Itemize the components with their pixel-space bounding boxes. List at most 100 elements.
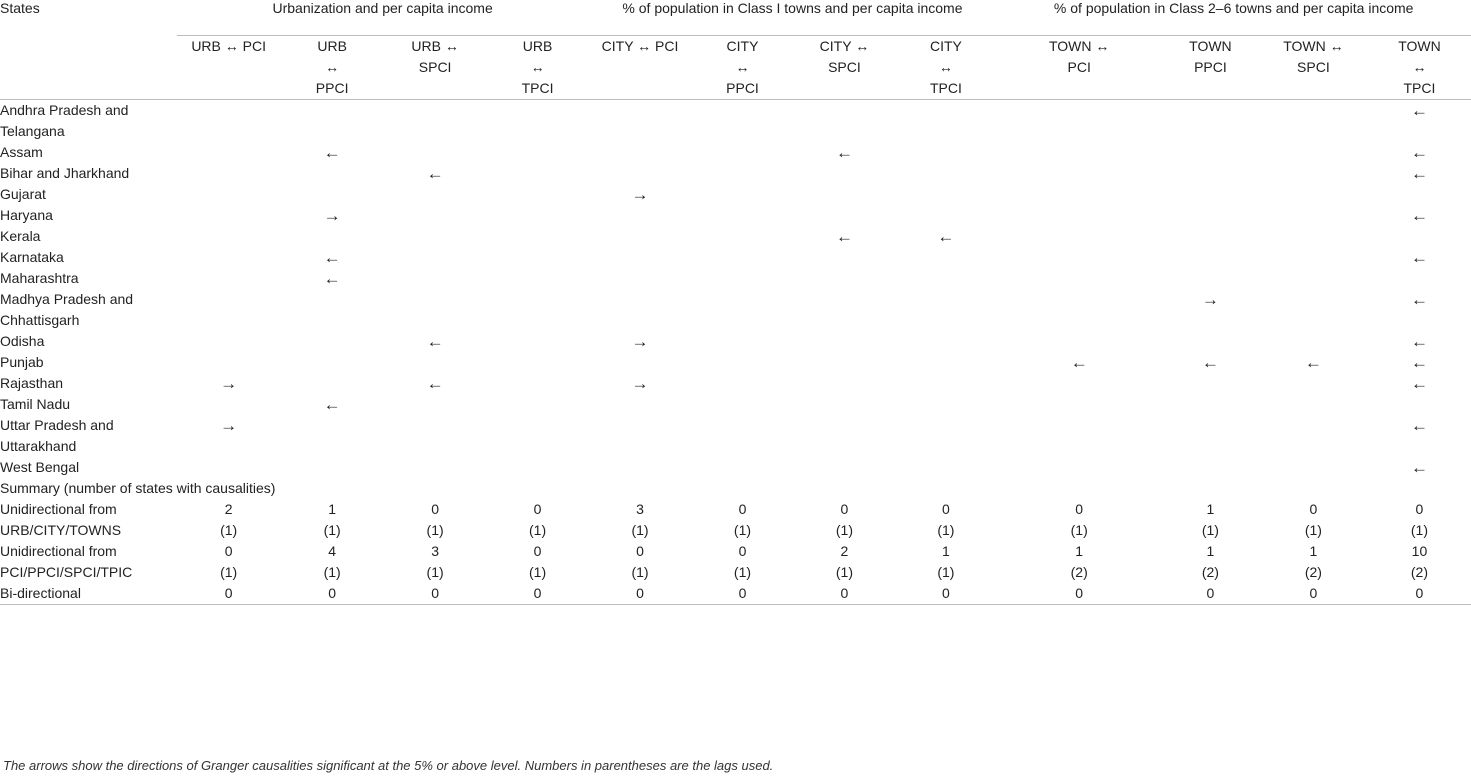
causality-arrow-cell <box>996 205 1162 226</box>
causality-arrow-cell <box>793 457 895 478</box>
causality-arrow-cell <box>177 184 281 205</box>
causality-arrow-cell <box>487 415 589 457</box>
state-name-line: Uttar Pradesh and <box>0 417 114 433</box>
causality-arrow-cell <box>895 247 996 268</box>
group-title-urbanization: Urbanization and per capita income <box>176 0 589 36</box>
causality-arrow-cell <box>1162 163 1259 184</box>
causality-arrow-cell <box>487 100 589 143</box>
column-header-line: CITY ↔ <box>819 38 870 54</box>
causality-arrow-cell <box>895 457 996 478</box>
causality-arrow-cell <box>895 373 996 394</box>
summary-count-cell: 0 (1) <box>692 499 794 541</box>
causality-arrow-cell: ← <box>1304 353 1322 372</box>
summary-count-cell: 1 (1) <box>895 541 996 583</box>
column-header: CITY ↔ SPCI <box>793 36 895 100</box>
causality-arrow-cell <box>793 184 895 205</box>
state-name-line: Haryana <box>0 207 53 223</box>
summary-count-cell: 3 (1) <box>589 499 692 541</box>
state-name: Odisha <box>0 331 177 352</box>
table-row: Andhra Pradesh and Telangana ← <box>0 100 1471 143</box>
column-header: URB ↔ PCI <box>177 36 281 100</box>
causality-arrow-cell <box>996 142 1162 163</box>
causality-arrow-cell <box>1259 415 1368 457</box>
state-count: 1 <box>1075 543 1084 559</box>
lag-value: (2) <box>1304 564 1322 580</box>
causality-arrow-cell <box>1368 226 1471 247</box>
column-header-line: TOWN ↔ <box>1283 38 1344 54</box>
causality-arrow-cell <box>996 331 1162 352</box>
column-header: CITY ↔ TPCI <box>895 36 996 100</box>
table-row: Assam ← ← ← <box>0 142 1471 163</box>
summary-count-cell: 0 (1) <box>487 541 589 583</box>
state-name: Punjab <box>0 352 177 373</box>
causality-arrow-cell <box>1368 394 1471 415</box>
causality-arrow-cell <box>384 415 487 457</box>
causality-arrow-cell <box>895 289 996 331</box>
causality-arrow-cell <box>487 205 589 226</box>
causality-arrow-cell: ← <box>1410 164 1428 183</box>
state-name: Tamil Nadu <box>0 394 177 415</box>
causality-arrow-cell <box>487 289 589 331</box>
causality-arrow-cell <box>384 289 487 331</box>
causality-arrow-cell <box>487 331 589 352</box>
summary-count-cell: 0 <box>487 583 589 605</box>
causality-arrow-cell: ← <box>323 248 341 267</box>
causality-arrow-cell <box>487 142 589 163</box>
causality-arrow-cell: ← <box>937 227 955 246</box>
summary-count-cell: 0 <box>793 583 895 605</box>
column-header-line: ↔ <box>325 59 340 75</box>
summary-label: Summary (number of states with causaliti… <box>0 480 276 496</box>
causality-arrow-cell <box>487 268 589 289</box>
state-name: Gujarat <box>0 184 177 205</box>
summary-count-cell: 0 <box>1162 583 1259 605</box>
summary-row-label: Bi-directional <box>0 583 177 605</box>
state-count: 0 <box>840 585 849 601</box>
causality-arrow-cell <box>692 415 794 457</box>
summary-row-label: Unidirectional from URB/CITY/TOWNS <box>0 499 177 541</box>
column-header: URB ↔ SPCI <box>384 36 487 100</box>
causality-arrow-cell: ← <box>1410 332 1428 351</box>
causality-arrow-cell <box>384 226 487 247</box>
causality-arrow-cell <box>177 247 281 268</box>
state-name: Rajasthan <box>0 373 177 394</box>
summary-count-cell: 0 (1) <box>895 499 996 541</box>
causality-arrow-cell <box>1162 184 1259 205</box>
lag-value: (1) <box>1410 522 1429 538</box>
state-count: 0 <box>431 585 439 601</box>
lag-value: (1) <box>733 522 752 538</box>
causality-arrow-cell <box>793 268 895 289</box>
column-header-line: URB ↔ PCI <box>191 38 266 54</box>
state-count: 1 <box>328 501 337 517</box>
state-count: 10 <box>1411 543 1428 559</box>
causality-arrow-cell: ← <box>835 143 853 162</box>
summary-count-cell: 0 <box>281 583 384 605</box>
causality-arrow-cell <box>177 289 281 331</box>
column-header: TOWN PPCI <box>1162 36 1259 100</box>
column-header-line: PPCI <box>1194 59 1227 75</box>
state-count: 0 <box>224 585 233 601</box>
column-header: TOWN ↔ PCI <box>996 36 1162 100</box>
causality-arrow-cell <box>996 226 1162 247</box>
group-header-urbanization: Urbanization and per capita income <box>176 0 589 36</box>
summary-row-label: Unidirectional from PCI/PPCI/SPCI/TPIC <box>0 541 177 583</box>
causality-arrow-cell <box>996 163 1162 184</box>
causality-arrow-cell <box>1259 373 1368 394</box>
column-header: CITY ↔ PCI <box>589 36 692 100</box>
causality-arrow-cell <box>1259 226 1368 247</box>
table-row: Bihar and Jharkhand ← ← <box>0 163 1471 184</box>
causality-arrow-cell <box>996 247 1162 268</box>
causality-arrow-cell <box>1259 163 1368 184</box>
summary-count-cell: 0 (1) <box>1259 499 1368 541</box>
column-header-line: SPCI <box>418 59 452 75</box>
lag-value: (1) <box>631 522 649 538</box>
states-header: States <box>0 0 40 16</box>
summary-row-label-line: Unidirectional from <box>0 543 117 559</box>
causality-arrow-cell <box>895 205 996 226</box>
group-header-class1: % of population in Class I towns and per… <box>588 0 997 36</box>
summary-count-cell: 2 (1) <box>177 499 281 541</box>
state-count: 4 <box>328 543 337 559</box>
causality-arrow-cell <box>487 394 589 415</box>
summary-row: Unidirectional from PCI/PPCI/SPCI/TPIC 0 (1… <box>0 541 1471 583</box>
summary-row-label-line: URB/CITY/TOWNS <box>0 522 122 538</box>
lag-value: (1) <box>631 564 649 580</box>
